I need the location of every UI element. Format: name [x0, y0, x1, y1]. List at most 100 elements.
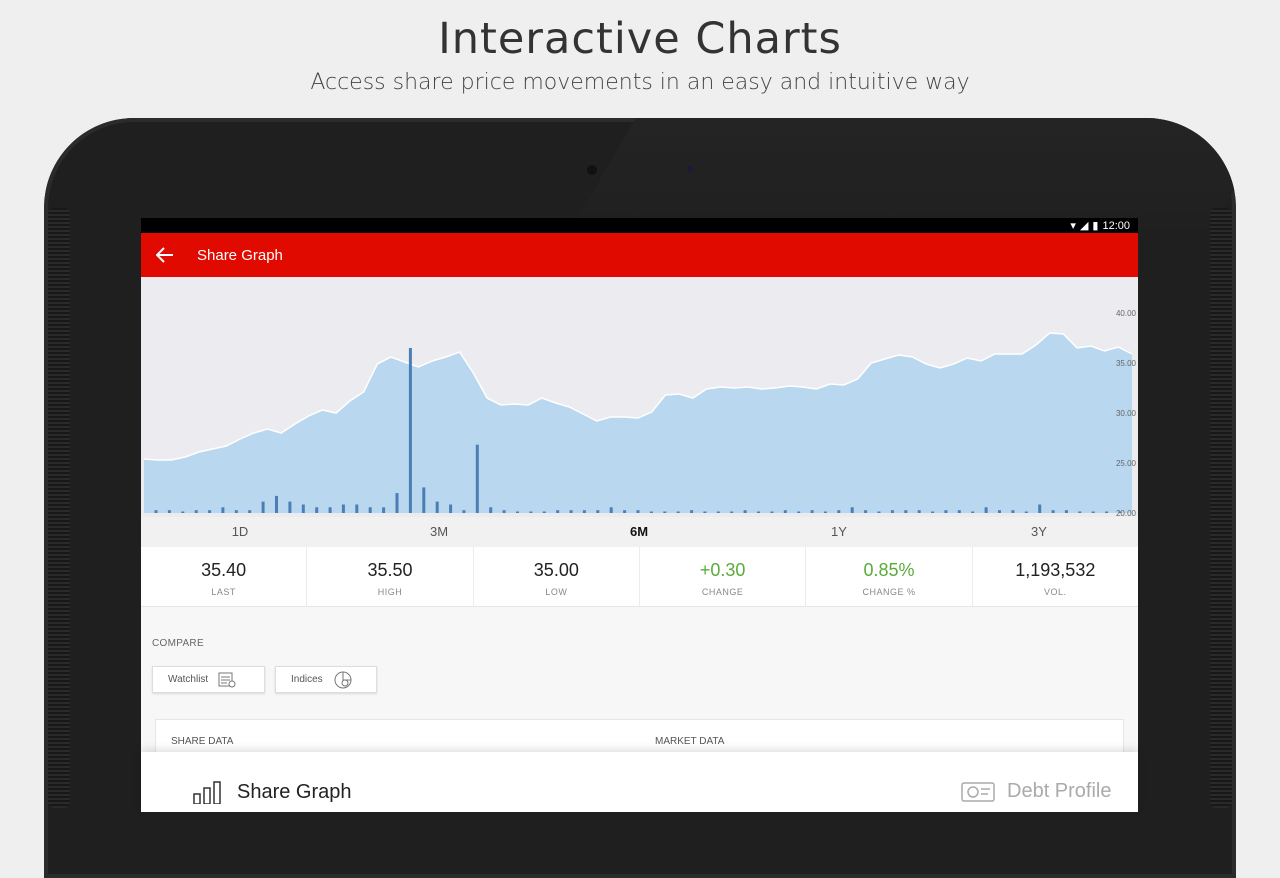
range-6m[interactable]: 6M	[629, 524, 649, 539]
sensor	[687, 166, 693, 172]
status-time: 12:00	[1102, 219, 1130, 232]
volume-bar	[743, 510, 747, 513]
volume-bar	[944, 510, 948, 513]
app-bar: Share Graph	[141, 233, 1138, 277]
indices-label: Indices	[291, 674, 323, 685]
volume-bar	[529, 511, 533, 513]
watchlist-icon	[218, 672, 236, 687]
volume-bar	[194, 510, 198, 513]
y-tick-label: 20.00	[1116, 509, 1137, 517]
volume-bar	[542, 511, 546, 513]
stats-row: 35.40 LAST 35.50 HIGH 35.00 LOW +0.30 CHANGE 0.8…	[141, 547, 1138, 607]
range-1d[interactable]: 1D	[231, 524, 249, 539]
indices-icon	[334, 671, 352, 688]
promo-title: Interactive Charts	[438, 14, 842, 64]
volume-bar	[208, 510, 212, 513]
share-price-chart[interactable]: 40.00 35.00 30.00 25.00 20.00	[141, 277, 1138, 517]
watchlist-button[interactable]: Watchlist	[152, 666, 265, 693]
indices-button[interactable]: Indices	[275, 666, 377, 693]
camera	[587, 165, 597, 175]
volume-bar	[770, 511, 774, 513]
volume-bar	[757, 511, 760, 513]
chart-svg[interactable]: 40.00 35.00 30.00 25.00 20.00	[141, 277, 1138, 517]
share-graph-nav-label: Share Graph	[237, 780, 352, 803]
stat-value: 35.40	[201, 560, 247, 580]
volume-bar	[890, 510, 894, 513]
debt-profile-nav-label: Debt Profile	[1007, 780, 1112, 802]
volume-bar	[971, 511, 975, 513]
market-data-tab[interactable]: MARKET DATA	[655, 736, 725, 747]
battery-icon: ▮	[1092, 220, 1099, 232]
volume-bar	[623, 510, 627, 513]
volume-bar	[676, 511, 680, 513]
volume-bar	[355, 504, 359, 513]
volume-bar	[1051, 510, 1055, 513]
volume-bar	[636, 510, 640, 513]
volume-bar	[730, 511, 734, 513]
volume-bar	[502, 510, 506, 513]
range-3y[interactable]: 3Y	[1031, 524, 1047, 539]
volume-bar	[649, 511, 653, 513]
signal-icon: ◢	[1079, 220, 1089, 232]
volume-bar	[248, 510, 252, 513]
volume-bar	[167, 510, 171, 513]
volume-bar	[596, 510, 600, 513]
share-data-tab[interactable]: SHARE DATA	[171, 736, 234, 747]
compare-label: COMPARE	[152, 638, 204, 649]
stat-label: LAST	[211, 587, 236, 597]
tablet-sheen	[572, 118, 1236, 228]
watchlist-label: Watchlist	[168, 674, 209, 685]
volume-bar	[823, 511, 827, 513]
volume-bar	[422, 487, 426, 513]
volume-bar	[382, 507, 386, 513]
stat-label: LOW	[545, 587, 568, 597]
stat-label: HIGH	[377, 587, 403, 597]
volume-bar	[341, 504, 345, 513]
arrow-left-icon[interactable]	[141, 233, 189, 277]
volume-bar	[234, 510, 238, 513]
volume-bar	[569, 510, 573, 513]
volume-bar	[864, 510, 868, 513]
y-tick-label: 25.00	[1116, 459, 1137, 468]
app-screen: ▾ ◢ ▮ 12:00 Share Graph 40.00 35.00 30.00 2…	[141, 218, 1138, 808]
stat-change: 0.85% CHANGE %	[806, 547, 973, 606]
volume-bar	[301, 504, 305, 513]
share-graph-nav[interactable]: Share Graph	[193, 780, 352, 804]
promo-subtitle: Access share price movements in an easy …	[310, 70, 970, 95]
stat-value: 35.50	[367, 560, 413, 580]
range-3m[interactable]: 3M	[429, 524, 449, 539]
volume-bar	[1024, 511, 1028, 513]
volume-bar	[449, 504, 453, 513]
page-title: Share Graph	[197, 246, 283, 264]
volume-bar	[1105, 511, 1109, 513]
volume-bar	[275, 495, 278, 513]
volume-bar	[877, 511, 881, 513]
stat-value: 1,193,532	[1015, 560, 1096, 580]
volume-bar	[221, 507, 225, 513]
debt-profile-nav[interactable]: Debt Profile	[961, 780, 1112, 803]
volume-bar	[716, 511, 720, 513]
debt-profile-icon	[961, 781, 995, 802]
volume-bar	[1078, 511, 1082, 513]
status-bar: ▾ ◢ ▮ 12:00	[141, 218, 1138, 233]
volume-bar	[837, 510, 841, 513]
volume-bar	[261, 501, 265, 513]
speaker-right	[1210, 208, 1232, 808]
volume-bar	[582, 510, 586, 513]
range-1y[interactable]: 1Y	[831, 524, 847, 539]
volume-bar	[609, 507, 613, 513]
volume-bar	[904, 510, 908, 513]
volume-bar	[408, 348, 412, 513]
range-selector: 1D 3M 6M 1Y 3Y	[141, 517, 1138, 547]
stat-last: 35.40 LAST	[141, 547, 308, 606]
y-tick-label: 40.00	[1116, 309, 1137, 318]
stat-vol: 1,193,532 VOL.	[973, 547, 1138, 606]
wifi-icon: ▾	[1070, 220, 1076, 232]
price-area	[144, 333, 1132, 513]
volume-bar	[516, 511, 519, 513]
bottom-sheet: Share Graph Debt Profile	[141, 752, 1138, 812]
stat-high: 35.50 HIGH	[307, 547, 474, 606]
stat-value: 0.85%	[863, 560, 915, 580]
stat-change: +0.30 CHANGE	[640, 547, 807, 606]
volume-bar	[917, 510, 921, 513]
